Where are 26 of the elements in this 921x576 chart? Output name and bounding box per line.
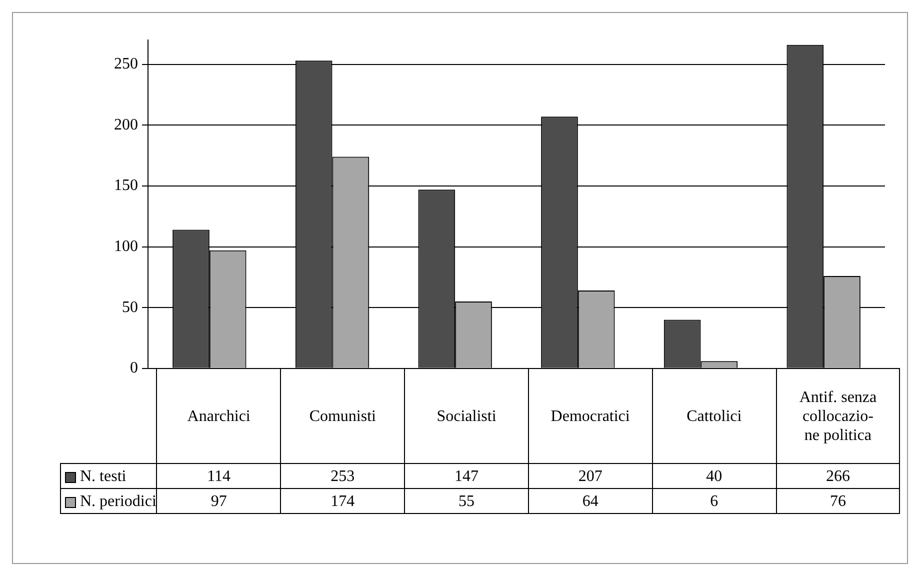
x-tick-label: Comunisti [280, 368, 405, 464]
data-label: 174 [280, 488, 405, 514]
legend-label: N. periodici [60, 488, 157, 514]
data-label: 253 [280, 464, 405, 489]
y-tick-label: 50 [122, 298, 138, 316]
y-tick-label: 150 [114, 177, 138, 194]
x-tick-label: Cattolici [652, 368, 776, 464]
y-tick-label: 200 [114, 116, 138, 134]
y-tick-label: 100 [114, 238, 138, 255]
x-tick-label: Antif. senza collocazio- ne politica [776, 368, 900, 464]
y-tick-label: 0 [130, 360, 138, 377]
data-label: 114 [156, 464, 281, 489]
x-tick-label: Socialisti [404, 368, 528, 464]
x-tick-label: Anarchici [156, 368, 281, 464]
data-label: 64 [528, 488, 652, 514]
data-label: 40 [652, 464, 776, 489]
data-label: 207 [528, 464, 652, 489]
x-tick-label: Democratici [528, 368, 652, 464]
data-label: 97 [156, 488, 281, 514]
data-label: 55 [404, 488, 528, 514]
data-label: 76 [776, 488, 900, 514]
data-label: 6 [652, 488, 776, 514]
y-tick-label: 250 [114, 56, 138, 73]
data-label: 147 [404, 464, 528, 489]
legend-label: N. testi [60, 464, 157, 489]
data-label: 266 [776, 464, 900, 489]
